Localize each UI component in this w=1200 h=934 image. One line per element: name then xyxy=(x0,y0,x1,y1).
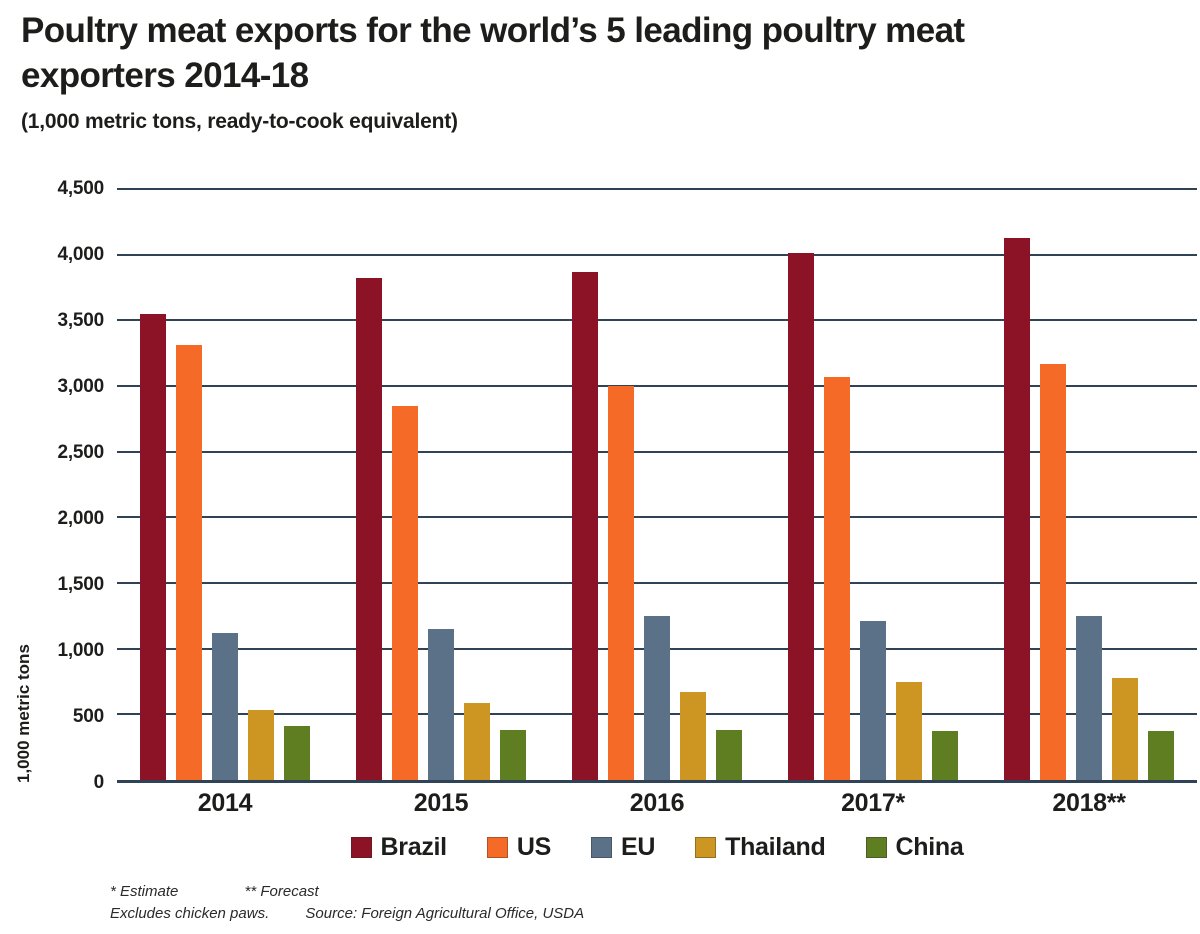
chart-header: Poultry meat exports for the world’s 5 l… xyxy=(21,8,1181,134)
bar-eu-2017 xyxy=(860,621,886,780)
footnote-source: Source: Foreign Agricultural Office, USD… xyxy=(305,905,585,922)
y-tick-3-000: 3,000 xyxy=(57,376,104,397)
y-tick-2-500: 2,500 xyxy=(57,441,104,463)
legend-item-thailand: Thailand xyxy=(695,833,826,862)
legend-label-us: US xyxy=(516,833,551,861)
y-tick-500: 500 xyxy=(72,705,104,727)
bar-brazil-2014 xyxy=(140,313,166,780)
legend-label-brazil: Brazil xyxy=(380,833,448,861)
x-label-2015: 2015 xyxy=(413,789,469,817)
y-tick-1-000: 1,000 xyxy=(57,640,104,661)
gridline-4-500 xyxy=(117,188,1197,190)
legend-item-brazil: Brazil xyxy=(350,833,448,862)
y-tick-4-000: 4,000 xyxy=(57,243,104,265)
bar-us-2015 xyxy=(392,405,418,780)
bar-group-2017 xyxy=(765,189,981,780)
gridline-3-500 xyxy=(117,319,1197,322)
chart-title-line-1: Poultry meat exports for the world’s 5 l… xyxy=(21,11,965,50)
legend-swatch-brazil xyxy=(350,837,372,858)
gridline-1-500 xyxy=(117,581,1197,584)
plot-area xyxy=(117,188,1197,783)
legend-swatch-us xyxy=(486,837,508,858)
y-tick-4-500: 4,500 xyxy=(57,178,104,199)
legend-item-us: US xyxy=(486,833,551,862)
bar-group-2018 xyxy=(981,189,1197,780)
y-axis-tick-labels: 4,500 4,000 3,500 3,000 2,500 2,000 1,500 1,000… xyxy=(0,178,104,793)
footnote-forecast: ** Forecast xyxy=(244,883,319,900)
legend-item-china: China xyxy=(865,833,964,862)
y-tick-2-000: 2,000 xyxy=(57,508,104,529)
bar-brazil-2018 xyxy=(1004,237,1030,780)
bar-brazil-2017 xyxy=(788,253,814,780)
bar-thailand-2014 xyxy=(248,710,274,780)
chart-title-line-2: exporters 2014-18 xyxy=(21,56,309,95)
legend-swatch-eu xyxy=(590,837,612,858)
bar-eu-2018 xyxy=(1076,615,1102,780)
chart-subtitle: (1,000 metric tons, ready-to-cook equiva… xyxy=(21,110,458,133)
bar-thailand-2018 xyxy=(1112,677,1138,780)
bar-us-2018 xyxy=(1040,363,1066,780)
bar-china-2014 xyxy=(284,726,310,780)
bar-group-2016 xyxy=(549,189,765,780)
bar-eu-2015 xyxy=(428,628,454,780)
bar-china-2018 xyxy=(1148,730,1174,780)
gridline-3-000 xyxy=(117,384,1197,387)
y-tick-3-500: 3,500 xyxy=(57,309,104,331)
bar-brazil-2016 xyxy=(572,271,598,780)
legend-item-eu: EU xyxy=(590,833,656,862)
footnote-note: Excludes chicken paws. xyxy=(110,905,270,922)
gridline-4-000 xyxy=(117,253,1197,256)
bar-china-2015 xyxy=(500,730,526,780)
bar-china-2017 xyxy=(932,730,958,780)
footnotes: * Estimate ** Forecast Excludes chicken … xyxy=(110,881,584,925)
footnote-row-2: Excludes chicken paws. Source: Foreign A… xyxy=(110,903,584,925)
bar-us-2017 xyxy=(824,376,850,780)
bar-group-2014 xyxy=(117,189,333,780)
footnote-row-1: * Estimate ** Forecast xyxy=(110,881,584,903)
legend-label-china: China xyxy=(895,833,964,861)
bar-us-2014 xyxy=(176,345,202,780)
bar-eu-2014 xyxy=(212,632,238,780)
bar-thailand-2016 xyxy=(680,692,706,780)
x-label-2018: 2018** xyxy=(1052,789,1126,817)
bar-group-2015 xyxy=(333,189,549,780)
y-tick-1-500: 1,500 xyxy=(57,574,104,595)
bar-thailand-2017 xyxy=(896,681,922,780)
bar-brazil-2015 xyxy=(356,278,382,780)
bar-thailand-2015 xyxy=(464,702,490,780)
gridline-2-000 xyxy=(117,516,1197,519)
bar-china-2016 xyxy=(716,730,742,780)
x-label-2014: 2014 xyxy=(197,789,253,817)
gridline-2-500 xyxy=(117,450,1197,453)
legend-label-eu: EU xyxy=(620,833,656,861)
footnote-estimate: * Estimate xyxy=(110,883,179,900)
legend-swatch-thailand xyxy=(695,837,717,858)
legend-swatch-china xyxy=(865,837,887,858)
y-tick-0: 0 xyxy=(93,772,105,793)
legend-label-thailand: Thailand xyxy=(725,833,826,861)
x-axis-tick-labels: 2014 2015 2016 2017* 2018** xyxy=(117,789,1197,818)
bar-us-2016 xyxy=(608,386,634,780)
x-label-2016: 2016 xyxy=(629,789,685,817)
chart-legend: Brazil US EU Thailand China xyxy=(117,833,1197,862)
bar-groups xyxy=(117,189,1197,780)
bar-eu-2016 xyxy=(644,615,670,780)
chart-title: Poultry meat exports for the world’s 5 l… xyxy=(21,8,1181,98)
x-label-2017: 2017* xyxy=(841,789,905,817)
